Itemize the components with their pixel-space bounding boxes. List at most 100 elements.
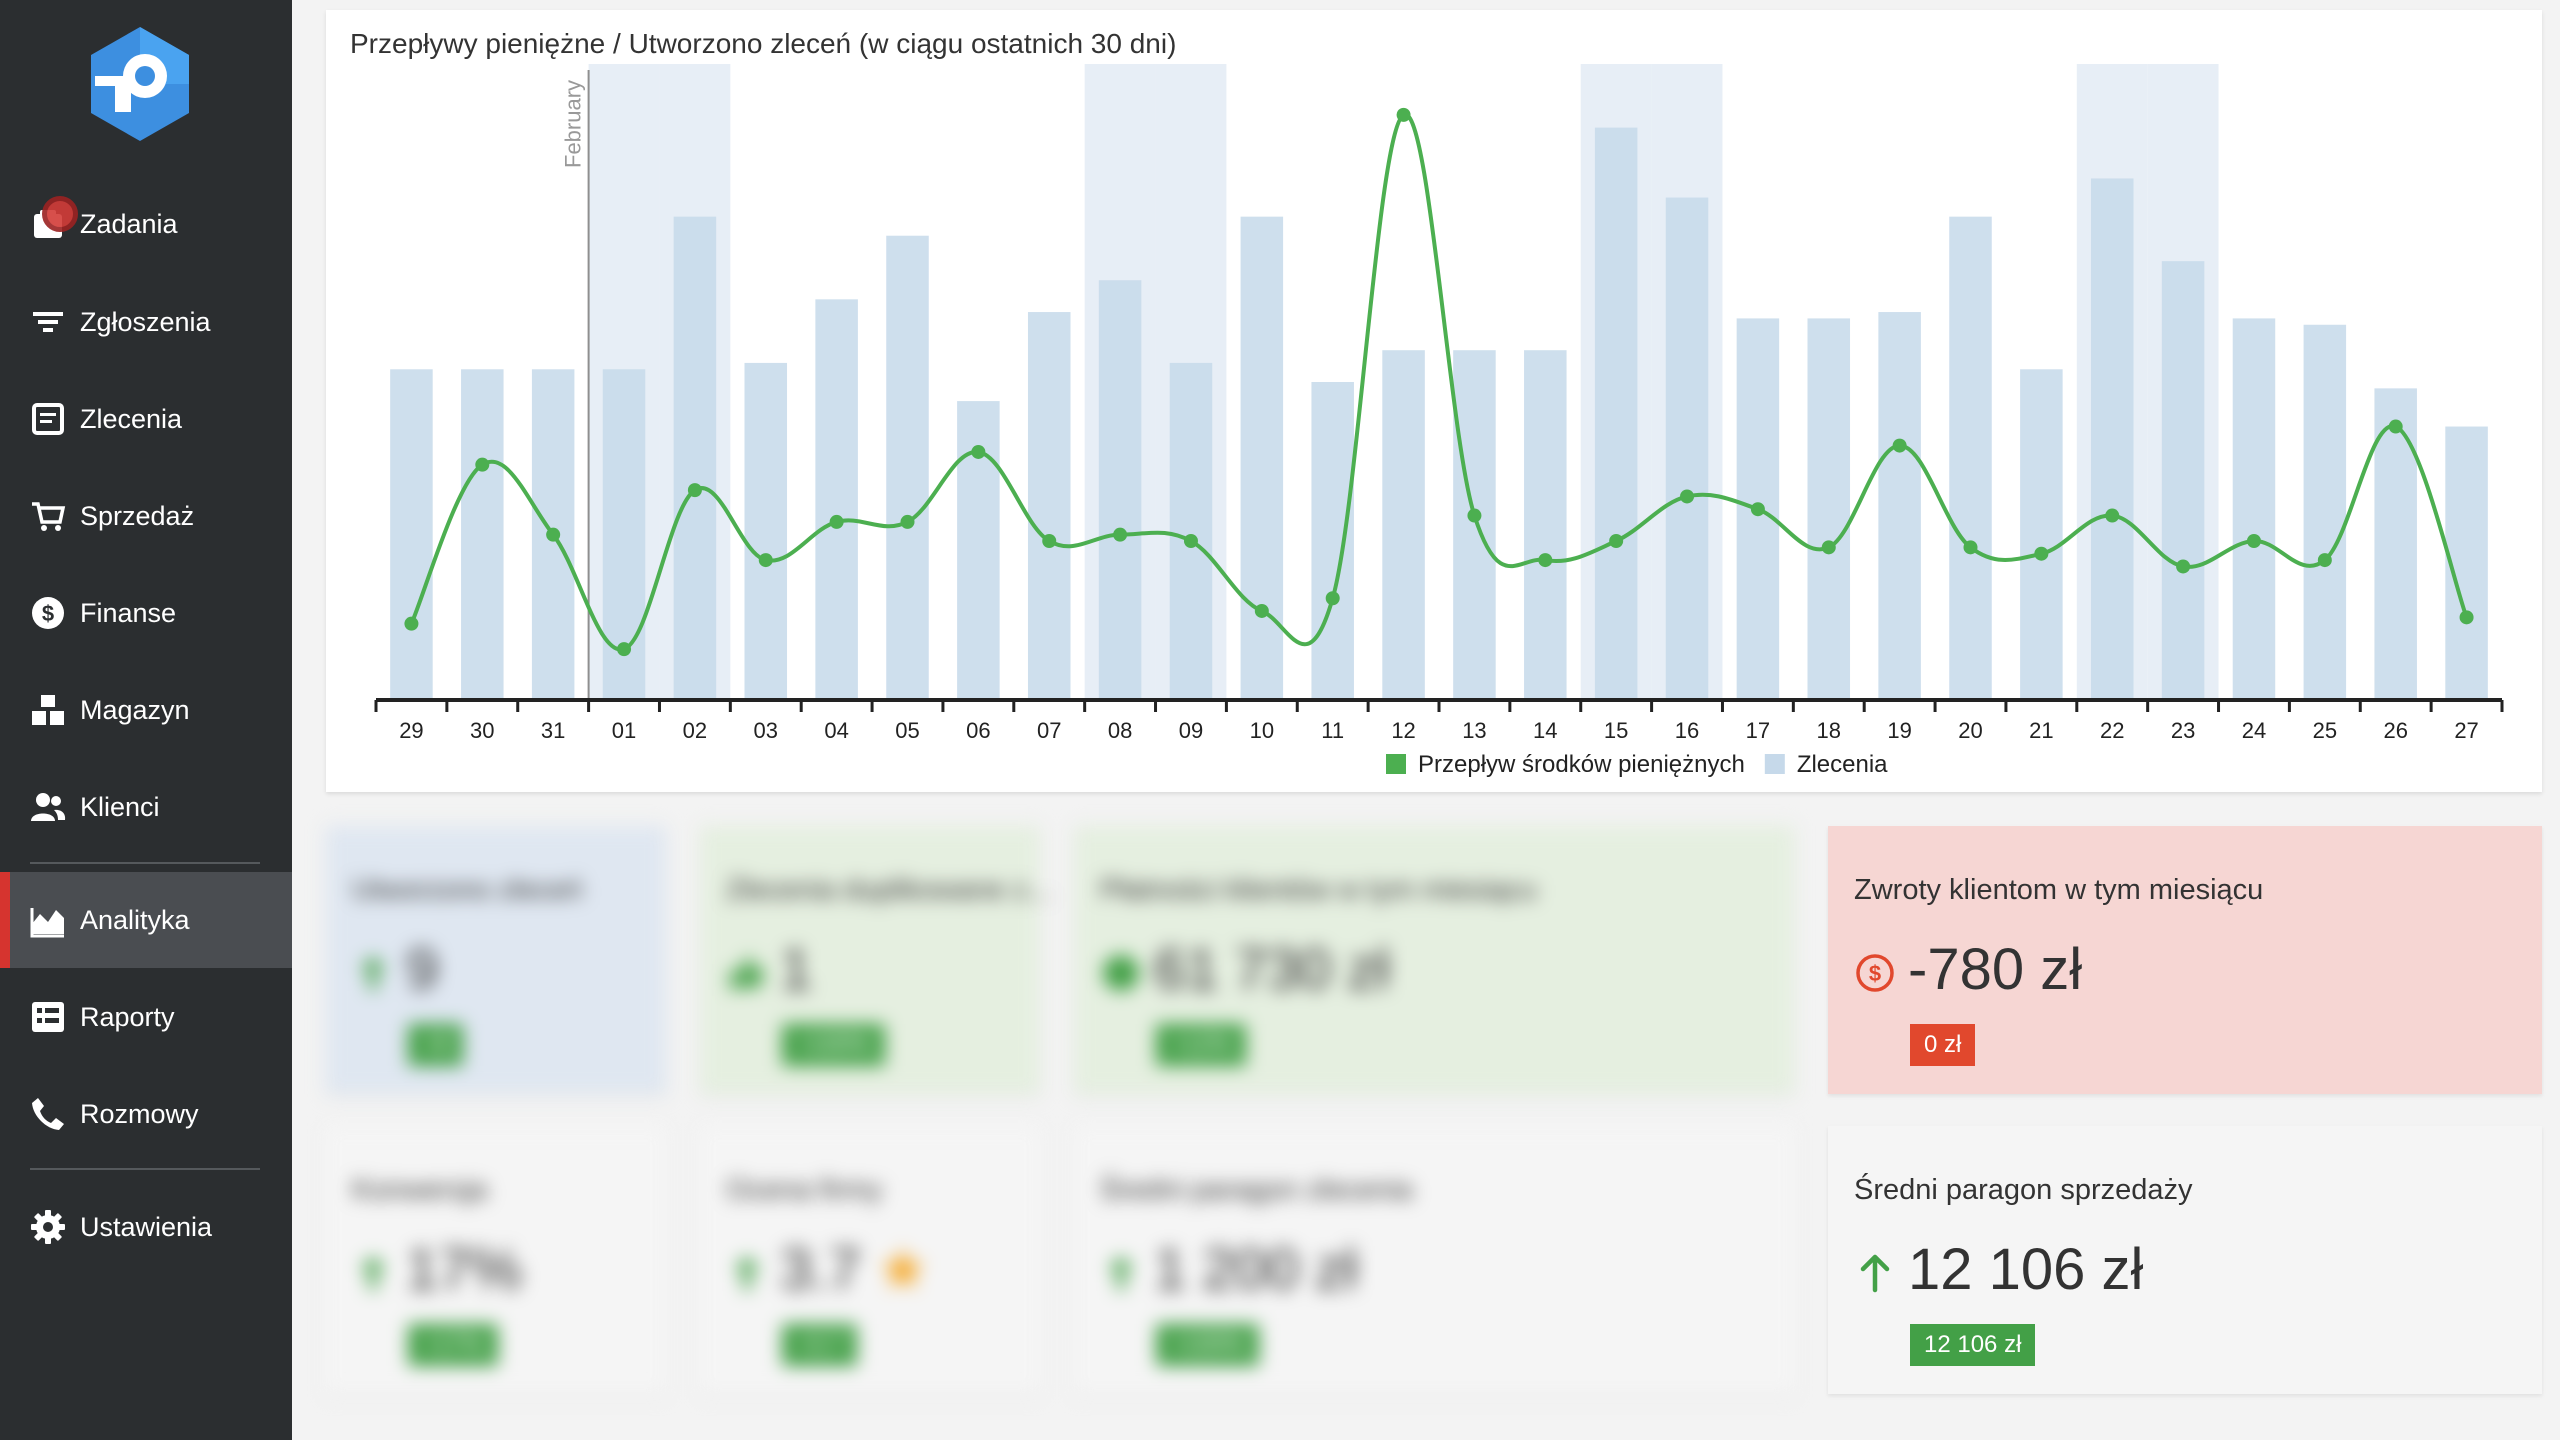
bar-orders <box>1169 362 1213 700</box>
stat-title: Utworzono zleceń <box>352 874 583 906</box>
sidebar-item-label: Raporty <box>80 1002 175 1032</box>
legend-swatch-orders <box>1764 754 1785 774</box>
stat-card-conversion[interactable]: Konwersja 17% +17% <box>326 1126 666 1394</box>
sidebar-item-klienci[interactable]: Klienci <box>0 759 292 855</box>
stat-card-avg-order-receipt[interactable]: Średni paragon zlecenia 1 200 zł +100% <box>1074 1126 1794 1394</box>
stat-badge: +17% <box>408 1324 499 1366</box>
cashflow-point <box>2034 546 2049 561</box>
users-icon <box>31 793 66 821</box>
x-tick-label: 12 <box>1391 718 1415 743</box>
notification-badge-icon <box>42 196 78 232</box>
stat-badge: +9 <box>408 1024 464 1066</box>
stat-card-client-refunds[interactable]: Zwroty klientom w tym miesiącu $ -780 zł… <box>1828 826 2542 1094</box>
x-tick-label: 07 <box>1037 718 1061 743</box>
sidebar-item-label: Ustawienia <box>80 1212 213 1242</box>
stat-title: Zlecenia duplikowane z... <box>726 874 1052 906</box>
x-tick-label: 08 <box>1108 718 1132 743</box>
cashflow-point <box>546 527 561 542</box>
stat-card-company-rating[interactable]: Ocena firmy 3.7 ★ +3.7 <box>700 1126 1040 1394</box>
bar-orders <box>1027 312 1071 700</box>
stat-card-created-orders[interactable]: Utworzono zleceń 9 +9 <box>326 826 666 1094</box>
cashflow-point <box>1254 603 1269 618</box>
x-tick-label: 16 <box>1675 718 1699 743</box>
sidebar-item-magazyn[interactable]: Magazyn <box>0 662 292 758</box>
sidebar-item-label: Zgłoszenia <box>80 307 211 337</box>
bar-orders <box>2232 318 2276 700</box>
stat-title: Zwroty klientom w tym miesiącu <box>1854 874 2264 906</box>
x-tick-label: 17 <box>1746 718 1770 743</box>
phone-icon <box>32 1098 64 1130</box>
x-tick-label: 14 <box>1533 718 1557 743</box>
cashflow-point <box>1042 534 1057 548</box>
chart-title: Przepływy pieniężne / Utworzono zleceń (… <box>350 28 1177 59</box>
cashflow-point <box>1113 527 1128 542</box>
star-icon: ★ <box>876 1237 929 1302</box>
stat-badge: +12% <box>1156 1024 1247 1066</box>
cashflow-point <box>475 457 490 472</box>
sidebar-divider <box>30 1168 260 1170</box>
sidebar-item-finanse[interactable]: $ Finanse <box>0 565 292 661</box>
sidebar-item-zlecenia[interactable]: Zlecenia <box>0 371 292 467</box>
bar-orders <box>2161 261 2205 700</box>
cashflow-point <box>1821 540 1836 555</box>
warehouse-icon <box>32 695 64 725</box>
bar-orders <box>2303 324 2347 700</box>
dollar-icon: $ <box>32 597 64 629</box>
bar-orders <box>1807 318 1851 700</box>
sidebar-item-zgloszenia[interactable]: Zgłoszenia <box>0 274 292 370</box>
stat-card-completed-orders[interactable]: Zlecenia duplikowane z... 1 +100% <box>700 826 1052 1094</box>
arrow-up-icon <box>1860 1254 1890 1293</box>
arrow-up-icon <box>734 1256 760 1290</box>
cashflow-orders-chart[interactable]: February 29 30 31 01 02 03 04 05 06 07 08 09 10 11 12 13… <box>326 10 2542 792</box>
cashflow-point <box>1609 534 1624 548</box>
reports-icon <box>32 1002 64 1032</box>
stat-badge: 0 zł <box>1910 1024 1976 1066</box>
bar-orders <box>744 362 788 700</box>
bar-orders <box>673 216 717 700</box>
bar-orders <box>1878 312 1921 700</box>
cashflow-chart-card: Przepływy pieniężne / Utworzono zleceń (… <box>326 10 2542 792</box>
sidebar-item-label: Klienci <box>80 792 160 822</box>
bar-orders <box>2020 369 2063 700</box>
app-logo[interactable] <box>85 24 195 144</box>
stat-title: Średni paragon zlecenia <box>1100 1174 1413 1206</box>
filter-icon <box>33 312 63 332</box>
x-tick-label: 25 <box>2313 718 2337 743</box>
cashflow-point <box>1963 540 1978 555</box>
x-tick-label: 02 <box>683 718 707 743</box>
stat-card-client-payments[interactable]: Płatności klientów w tym miesiącu 61 730… <box>1074 826 1794 1094</box>
stat-card-avg-sales-receipt[interactable]: Średni paragon sprzedaży 12 106 zł 12 10… <box>1828 1126 2542 1394</box>
x-tick-label: 20 <box>1958 718 1982 743</box>
orders-icon <box>32 403 64 435</box>
stat-title: Konwersja <box>352 1174 488 1206</box>
sidebar-item-sprzedaz[interactable]: Sprzedaż <box>0 468 292 564</box>
cashflow-point <box>1467 508 1482 523</box>
bar-orders <box>1098 280 1142 700</box>
month-marker-label: February <box>561 80 586 168</box>
x-tick-label: 18 <box>1817 718 1841 743</box>
sidebar-item-label: Analityka <box>80 905 190 935</box>
x-tick-label: 05 <box>895 718 919 743</box>
sidebar-item-ustawienia[interactable]: Ustawienia <box>0 1179 292 1275</box>
x-tick-label: 01 <box>612 718 636 743</box>
stat-value: 17% <box>406 1237 523 1302</box>
cashflow-point <box>1680 489 1695 504</box>
x-tick-label: 23 <box>2171 718 2195 743</box>
sidebar-item-zadania[interactable]: Zadania <box>0 176 292 272</box>
legend-label-cashflow: Przepływ środków pieniężnych <box>1418 751 1745 778</box>
sidebar-item-raporty[interactable]: Raporty <box>0 969 292 1065</box>
x-tick-label: 26 <box>2383 718 2407 743</box>
cashflow-point <box>1325 591 1340 606</box>
x-tick-label: 03 <box>754 718 778 743</box>
sidebar: Zadania Zgłoszenia Zlecenia Sprzedaż $ F… <box>0 0 292 1440</box>
sidebar-item-analityka[interactable]: Analityka <box>0 872 292 968</box>
sidebar-item-label: Sprzedaż <box>80 501 195 531</box>
cashflow-point <box>900 514 915 529</box>
cashflow-point <box>687 483 702 498</box>
money-circle-icon <box>1103 955 1139 991</box>
stat-title: Płatności klientów w tym miesiącu <box>1100 874 1537 906</box>
svg-text:$: $ <box>42 601 54 626</box>
cashflow-point <box>617 642 632 657</box>
cashflow-point <box>829 514 844 529</box>
sidebar-item-rozmowy[interactable]: Rozmowy <box>0 1066 292 1162</box>
